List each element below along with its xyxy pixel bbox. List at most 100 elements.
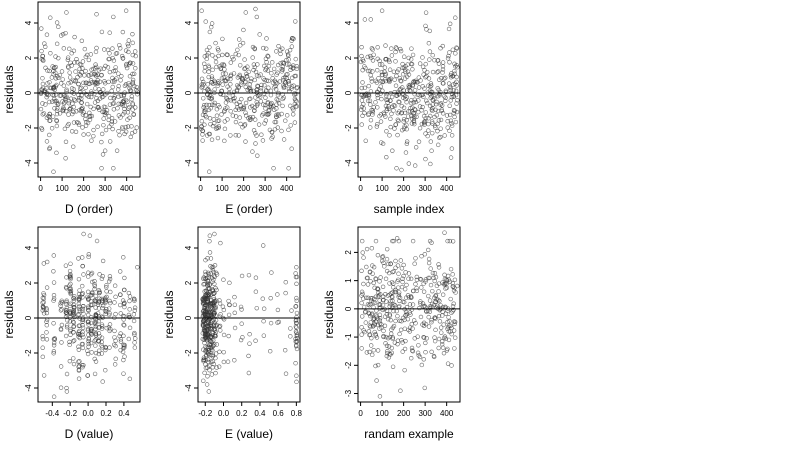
data-point: [106, 279, 112, 284]
data-point: [392, 103, 398, 109]
data-point: [274, 106, 279, 111]
data-point: [294, 295, 299, 301]
data-point: [280, 60, 285, 65]
data-point: [440, 313, 445, 318]
data-point: [216, 364, 222, 369]
data-point: [443, 98, 448, 104]
y-tick-label: -1: [344, 333, 353, 341]
data-point: [360, 67, 365, 73]
data-point: [131, 71, 137, 76]
data-point: [126, 312, 132, 318]
data-point: [287, 88, 292, 94]
data-point: [101, 87, 106, 92]
y-tick-label: -4: [344, 159, 353, 167]
data-point: [123, 8, 129, 13]
data-point: [121, 98, 127, 103]
data-point: [92, 320, 98, 325]
data-point: [44, 115, 50, 120]
data-point: [71, 312, 77, 318]
data-point: [439, 103, 445, 108]
data-point: [206, 330, 211, 335]
data-point: [211, 269, 216, 275]
data-point: [122, 103, 127, 108]
data-point: [239, 106, 244, 112]
data-point: [88, 298, 94, 304]
data-point: [41, 291, 46, 296]
data-point: [67, 106, 73, 112]
data-point: [217, 324, 222, 329]
data-point: [42, 88, 48, 93]
data-point: [89, 315, 94, 320]
data-point: [69, 86, 75, 91]
data-point: [448, 155, 454, 160]
data-point: [374, 314, 379, 319]
data-point: [250, 149, 255, 154]
data-point: [97, 325, 102, 330]
data-point: [381, 328, 386, 334]
data-point: [71, 296, 76, 301]
data-point: [409, 100, 414, 106]
data-point: [107, 139, 113, 144]
data-point: [80, 112, 86, 117]
data-point: [67, 342, 72, 348]
data-point: [219, 112, 224, 117]
data-point: [264, 59, 269, 65]
data-point: [453, 51, 458, 56]
data-point: [390, 304, 395, 309]
data-point: [243, 80, 248, 85]
data-point: [423, 10, 429, 15]
data-point: [51, 96, 57, 102]
data-point: [402, 54, 407, 59]
y-tick-label: 2: [24, 55, 33, 60]
data-point: [73, 98, 78, 103]
data-point: [274, 49, 279, 54]
data-point: [450, 284, 456, 289]
data-point: [263, 67, 268, 73]
x-tick-label: 100: [215, 184, 229, 193]
data-point: [445, 56, 451, 61]
data-point: [64, 10, 69, 15]
data-point: [454, 63, 459, 68]
data-point: [81, 311, 86, 316]
data-point: [209, 80, 214, 85]
data-point: [92, 338, 97, 343]
data-point: [388, 299, 393, 304]
data-point: [410, 82, 415, 87]
data-point: [135, 89, 140, 94]
data-point: [395, 69, 400, 74]
data-point: [68, 96, 74, 101]
data-point: [41, 296, 47, 301]
data-point: [79, 292, 85, 297]
data-point: [211, 291, 216, 296]
data-point: [126, 106, 131, 111]
data-point: [98, 66, 103, 71]
data-point: [361, 106, 366, 111]
data-point: [279, 128, 284, 134]
data-point: [207, 367, 212, 373]
data-point: [443, 75, 448, 81]
data-point: [423, 131, 428, 136]
data-point: [371, 264, 377, 270]
data-point: [372, 300, 378, 306]
data-point: [248, 79, 253, 84]
data-point: [449, 121, 454, 126]
data-point: [95, 81, 100, 86]
x-tick-label: 0.2: [100, 409, 112, 418]
data-point: [446, 337, 452, 343]
data-point: [292, 120, 298, 125]
data-point: [363, 295, 369, 301]
data-point: [368, 301, 373, 307]
data-point: [212, 328, 218, 333]
data-point: [231, 57, 236, 62]
data-point: [436, 345, 441, 351]
data-point: [449, 94, 454, 100]
data-point: [385, 349, 390, 354]
data-point: [391, 108, 396, 113]
data-point: [225, 84, 230, 89]
data-point: [396, 67, 401, 72]
data-point: [241, 106, 247, 111]
data-point: [404, 139, 410, 144]
data-point: [386, 57, 392, 63]
data-point: [285, 52, 291, 57]
